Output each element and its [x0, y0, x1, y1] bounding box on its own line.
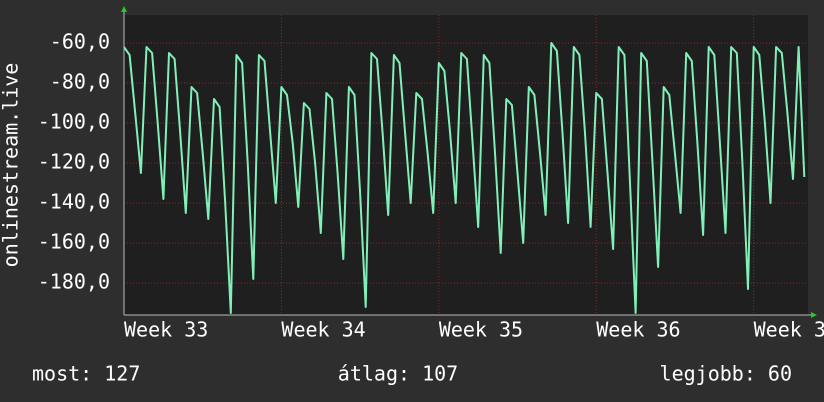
x-tick-label: Week 35 — [439, 318, 523, 342]
y-tick-label: -180,0 — [38, 270, 110, 294]
y-axis-label: onlinestream.live — [0, 63, 23, 268]
y-tick-label: -140,0 — [38, 190, 110, 214]
stat-average: átlag: 107 — [338, 362, 458, 386]
x-tick-label: Week 37 — [754, 318, 824, 342]
x-tick-label: Week 34 — [281, 318, 365, 342]
y-tick-label: -100,0 — [38, 110, 110, 134]
data-line — [123, 42, 806, 314]
y-arrow — [121, 6, 127, 12]
y-tick-label: -120,0 — [38, 150, 110, 174]
stat-max: legjobb: 60 — [660, 362, 792, 386]
stat-current: most: 127 — [32, 362, 140, 386]
y-tick-label: -60,0 — [50, 30, 110, 54]
y-tick-label: -160,0 — [38, 230, 110, 254]
plot-area — [124, 15, 808, 315]
x-arrow — [811, 312, 817, 318]
y-tick-label: -80,0 — [50, 70, 110, 94]
x-tick-label: Week 36 — [596, 318, 680, 342]
marks — [123, 42, 806, 314]
x-tick-label: Week 33 — [124, 318, 208, 342]
